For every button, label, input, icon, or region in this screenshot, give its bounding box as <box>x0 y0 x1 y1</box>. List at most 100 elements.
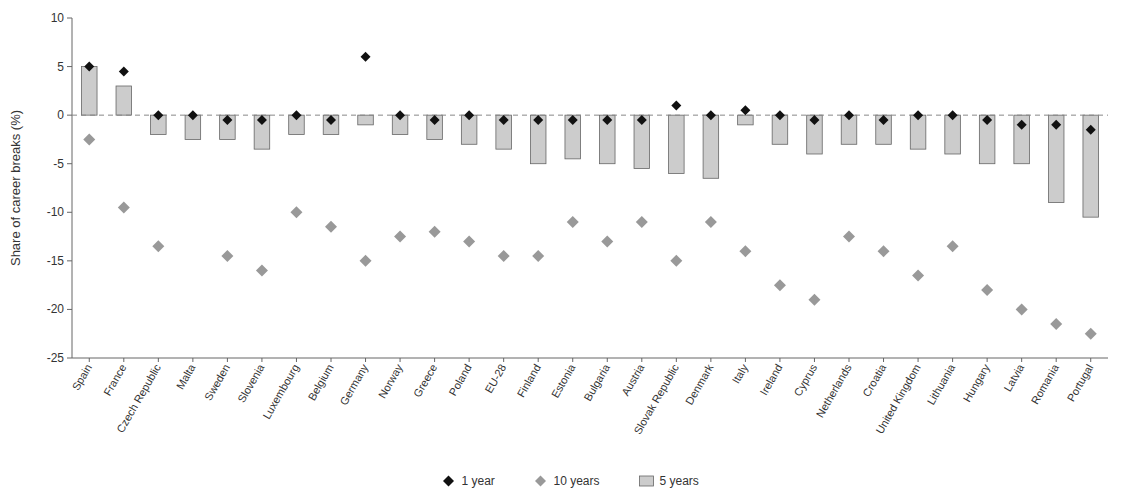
bar <box>358 115 374 125</box>
point <box>947 240 959 252</box>
x-tick-label: Croatia <box>860 361 889 398</box>
x-tick <box>1056 358 1057 362</box>
point <box>843 231 855 243</box>
y-tick-label: -25 <box>47 351 65 365</box>
y-tick-label: 5 <box>57 60 64 74</box>
y-tick-label: 0 <box>57 108 64 122</box>
x-tick-label: Lithuania <box>925 361 958 406</box>
x-tick-label: Romania <box>1029 361 1062 406</box>
x-tick-label: Hungary <box>961 362 992 404</box>
legend-swatch <box>535 476 546 487</box>
point <box>291 110 301 120</box>
point <box>705 216 717 228</box>
point <box>188 110 198 120</box>
bar <box>1048 115 1064 202</box>
x-tick-label: Italy <box>730 362 751 386</box>
x-tick <box>296 358 297 362</box>
x-tick <box>918 358 919 362</box>
legend-swatch <box>640 476 654 486</box>
bar <box>116 86 132 115</box>
y-tick-label: -20 <box>47 302 65 316</box>
y-tick-label: -15 <box>47 254 65 268</box>
point <box>1051 120 1061 130</box>
x-tick <box>987 358 988 362</box>
point <box>774 279 786 291</box>
bar <box>565 115 581 159</box>
x-tick-label: Ireland <box>757 362 784 397</box>
point <box>429 226 441 238</box>
point <box>1016 303 1028 315</box>
point <box>808 294 820 306</box>
bar <box>738 115 754 125</box>
bar <box>530 115 546 164</box>
y-axis-line <box>72 18 73 358</box>
x-tick-label: Denmark <box>683 362 716 407</box>
y-tick <box>67 66 72 67</box>
x-tick <box>123 358 124 362</box>
point <box>739 245 751 257</box>
x-tick <box>158 358 159 362</box>
bar <box>910 115 926 149</box>
x-tick-label: Spain <box>70 362 94 392</box>
x-tick-label: Cyprus <box>791 362 819 399</box>
plot-area <box>72 52 1108 340</box>
x-tick-label: Austria <box>619 361 647 397</box>
bar <box>496 115 512 149</box>
point <box>706 110 716 120</box>
bar <box>220 115 236 139</box>
point <box>533 115 543 125</box>
point <box>844 110 854 120</box>
x-tick <box>607 358 608 362</box>
point <box>153 110 163 120</box>
x-tick <box>779 358 780 362</box>
legend: 1 year10 years5 years <box>443 474 699 488</box>
y-tick-label: -10 <box>47 205 65 219</box>
x-tick <box>641 358 642 362</box>
x-tick-label: Belgium <box>305 362 335 402</box>
point <box>394 231 406 243</box>
point <box>256 265 268 277</box>
point <box>83 133 95 145</box>
x-tick <box>538 358 539 362</box>
point <box>567 216 579 228</box>
point <box>464 110 474 120</box>
y-tick <box>67 260 72 261</box>
chart: -25-20-15-10-50510Share of career breaks… <box>0 0 1128 498</box>
bar <box>1083 115 1099 217</box>
x-tick <box>503 358 504 362</box>
x-tick <box>434 358 435 362</box>
point <box>361 52 371 62</box>
point <box>395 110 405 120</box>
point <box>982 115 992 125</box>
x-tick <box>952 358 953 362</box>
y-tick <box>67 163 72 164</box>
point <box>532 250 544 262</box>
point-series <box>83 133 1096 339</box>
x-tick <box>331 358 332 362</box>
point <box>878 245 890 257</box>
bar <box>945 115 961 154</box>
point <box>498 250 510 262</box>
point <box>119 66 129 76</box>
x-tick-label: Luxembourg <box>260 362 301 421</box>
point <box>463 235 475 247</box>
bar <box>254 115 270 149</box>
x-tick <box>883 358 884 362</box>
x-tick-label: Netherlands <box>814 362 854 420</box>
legend-swatch <box>443 476 454 487</box>
y-tick <box>67 358 72 359</box>
y-tick-label: 10 <box>51 11 65 25</box>
bar <box>323 115 339 134</box>
bar <box>1014 115 1030 164</box>
y-tick <box>67 18 72 19</box>
point <box>430 115 440 125</box>
point <box>1085 328 1097 340</box>
x-tick-label: Portugal <box>1065 362 1096 403</box>
point <box>912 269 924 281</box>
x-tick <box>572 358 573 362</box>
point <box>499 115 509 125</box>
x-tick-label: United Kingdom <box>873 362 923 436</box>
x-tick <box>849 358 850 362</box>
x-tick <box>89 358 90 362</box>
point <box>118 201 130 213</box>
